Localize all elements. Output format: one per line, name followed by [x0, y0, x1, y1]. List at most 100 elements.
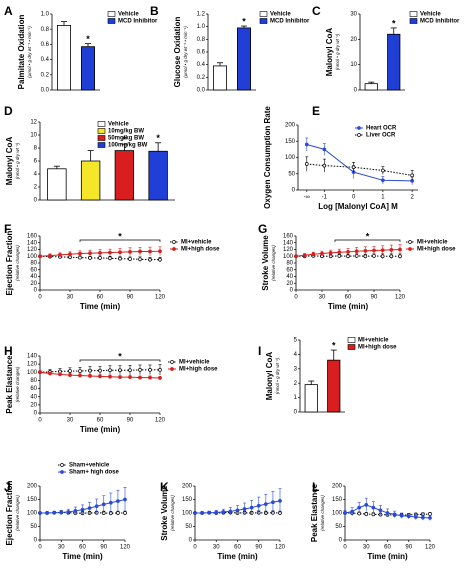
point — [128, 250, 132, 254]
point — [98, 256, 102, 260]
legend-label: MI+high dose — [417, 247, 456, 253]
y-tick-label: 0 — [339, 538, 343, 544]
y-tick-label: 120 — [27, 247, 38, 253]
point — [193, 511, 197, 515]
legend-swatch — [347, 344, 356, 350]
y-axis-unit: (µmol • g dry wt⁻¹ • min⁻¹) — [27, 26, 32, 78]
significance: * — [86, 34, 90, 44]
y-tick-label: 100 — [27, 254, 38, 260]
x-tick-label: 120 — [275, 545, 286, 551]
bar — [57, 24, 72, 91]
y-axis-unit: (relative changes) — [320, 495, 325, 531]
point — [158, 376, 162, 380]
y-tick-label: 20 — [350, 37, 357, 43]
y-tick-label: 0 — [34, 198, 38, 204]
point — [78, 373, 82, 378]
y-tick-label: 100 — [285, 155, 296, 161]
legend-label: MI+high dose — [179, 367, 218, 373]
point — [322, 147, 327, 152]
legend-marker — [60, 470, 64, 474]
point — [148, 367, 152, 372]
legend-label: 50mg/kg BW — [108, 136, 144, 142]
point — [98, 251, 102, 255]
panel-letter: L — [312, 480, 319, 494]
x-tick-label: -1 — [322, 195, 328, 201]
x-tick-label: 2 — [410, 195, 414, 201]
y-tick-label: 10 — [30, 133, 37, 139]
legend-marker — [408, 247, 412, 251]
point — [78, 255, 82, 260]
legend-marker — [60, 463, 64, 467]
point — [381, 168, 385, 173]
y-tick-label: 20 — [286, 281, 293, 287]
point — [38, 511, 42, 515]
panel-letter: C — [312, 4, 321, 18]
legend-marker — [172, 240, 176, 244]
point — [372, 254, 376, 258]
point — [148, 249, 152, 254]
x-tick-label: 90 — [127, 418, 134, 424]
y-tick-label: 160 — [27, 234, 38, 240]
point — [88, 256, 92, 260]
significance: * — [332, 340, 336, 350]
point — [118, 250, 122, 255]
point — [249, 505, 254, 510]
y-tick-label: 100 — [27, 370, 38, 376]
y-axis-label: Peak Elastance — [310, 483, 319, 542]
point — [372, 248, 376, 253]
y-tick-label: 0 — [34, 411, 38, 417]
point — [128, 257, 132, 261]
point — [337, 250, 342, 255]
legend-label: Vehicle — [420, 12, 441, 18]
x-tick-label: 0 — [38, 418, 42, 424]
y-tick-label: 80 — [30, 261, 37, 267]
point — [118, 256, 122, 261]
point — [363, 254, 368, 259]
legend-swatch — [409, 18, 418, 24]
y-tick-label: 4 — [294, 352, 298, 358]
point — [294, 254, 298, 259]
point — [304, 162, 309, 166]
y-tick-label: 1.0 — [41, 12, 50, 18]
point — [214, 510, 219, 515]
point — [271, 500, 275, 505]
panel-letter: D — [4, 104, 13, 118]
point — [410, 173, 414, 178]
legend-swatch — [347, 337, 356, 343]
y-axis-unit: (nmol • g dry wt⁻¹) — [15, 142, 20, 179]
legend-marker — [408, 240, 412, 244]
point — [278, 499, 282, 503]
point — [385, 511, 390, 515]
y-tick-label: 200 — [285, 123, 296, 129]
y-tick-label: 150 — [182, 497, 193, 503]
point — [108, 500, 113, 505]
point — [148, 375, 152, 380]
y-tick-label: 80 — [30, 378, 37, 384]
legend-marker — [357, 126, 361, 130]
y-tick-label: 30 — [350, 12, 357, 18]
point — [413, 515, 418, 519]
point — [389, 247, 394, 252]
legend-label: Sham+vehicle — [69, 463, 110, 469]
x-tick-label: 60 — [97, 295, 104, 301]
point — [58, 372, 62, 377]
x-tick-label: -∞ — [304, 195, 310, 201]
point — [320, 251, 324, 256]
y-tick-label: 5 — [294, 338, 298, 344]
point — [221, 510, 226, 514]
x-tick-label: 120 — [120, 545, 131, 551]
y-tick-label: 140 — [27, 354, 38, 360]
x-tick-label: 120 — [395, 295, 406, 301]
point — [68, 373, 72, 377]
point — [73, 508, 78, 513]
y-tick-label: 10 — [350, 62, 357, 68]
legend-label: Vehicle — [118, 12, 139, 18]
y-tick-label: 0.2 — [41, 72, 50, 78]
legend-marker — [172, 247, 176, 251]
point — [138, 257, 142, 262]
legend-label: MI+vehicle — [181, 240, 212, 246]
point — [304, 142, 309, 147]
y-tick-label: 6 — [34, 159, 38, 165]
y-axis-unit: (relative changes) — [170, 495, 175, 531]
y-tick-label: 40 — [30, 394, 37, 400]
